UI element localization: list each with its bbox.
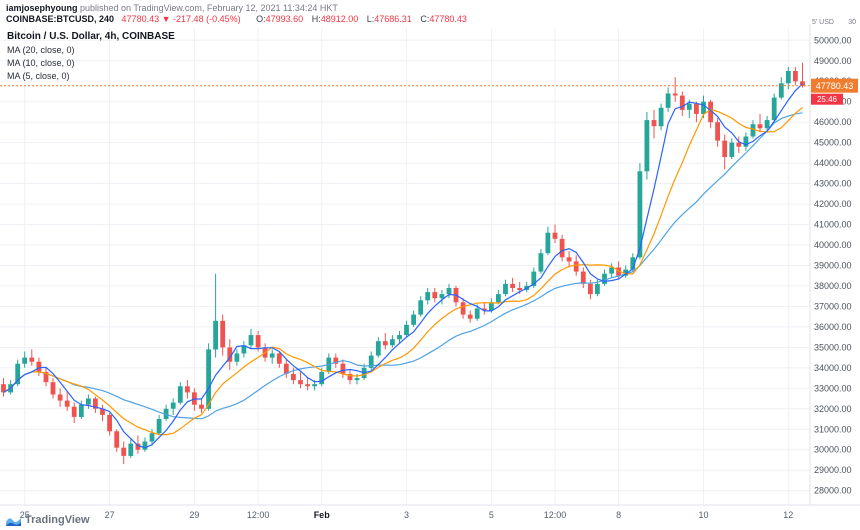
last-price-value: 47780.43 [121, 14, 160, 24]
price-badge [811, 78, 858, 93]
close-value: 47780.43 [429, 14, 467, 24]
legend-ma-20[interactable]: MA (20, close, 0) [7, 45, 75, 55]
chart-legend: Bitcoin / U.S. Dollar, 4h, COINBASE MA (… [7, 31, 175, 81]
close-label: C: [420, 14, 430, 24]
ma-10-line [3, 107, 803, 436]
svg-text:12:00: 12:00 [544, 510, 567, 520]
svg-text:39000.00: 39000.00 [814, 261, 852, 271]
scale-note-number: 30 [848, 19, 856, 26]
svg-text:12: 12 [783, 510, 793, 520]
svg-text:45000.00: 45000.00 [814, 138, 852, 148]
svg-text:12:00: 12:00 [247, 510, 270, 520]
countdown-value: 25:46 [817, 95, 838, 104]
price-axis[interactable]: 28000.00 29000.00 30000.00 31000.00 32000.00… [811, 35, 858, 496]
svg-text:38000.00: 38000.00 [814, 281, 852, 291]
svg-text:28000.00: 28000.00 [814, 486, 852, 496]
svg-text:41000.00: 41000.00 [814, 220, 852, 230]
svg-text:Feb: Feb [314, 510, 331, 520]
down-arrow-icon: ▼ [161, 14, 171, 24]
grid-lines [0, 28, 810, 505]
svg-text:29: 29 [189, 510, 199, 520]
svg-text:33000.00: 33000.00 [814, 383, 852, 393]
symbol-name: COINBASE:BTCUSD, 240 [6, 14, 115, 24]
svg-text:25: 25 [20, 510, 30, 520]
svg-text:32000.00: 32000.00 [814, 404, 852, 414]
scale-corner-note: 5' USD 30 [812, 19, 856, 26]
svg-text:40000.00: 40000.00 [814, 240, 852, 250]
price-change: -217.48 (-0.45%) [173, 14, 241, 24]
svg-text:10: 10 [698, 510, 708, 520]
svg-text:46000.00: 46000.00 [814, 117, 852, 127]
svg-text:42000.00: 42000.00 [814, 199, 852, 209]
legend-ma-10[interactable]: MA (10, close, 0) [7, 58, 75, 68]
svg-text:3: 3 [404, 510, 409, 520]
svg-text:50000.00: 50000.00 [814, 35, 852, 45]
countdown-badge [811, 93, 843, 105]
ma-20-line [3, 112, 803, 420]
ma-lines [3, 83, 803, 449]
open-label: O: [256, 14, 266, 24]
svg-text:49000.00: 49000.00 [814, 56, 852, 66]
time-axis[interactable]: 25 27 29 12:00 Feb 3 5 12:00 8 10 12 [20, 510, 794, 520]
high-value: 48912.00 [320, 14, 359, 24]
tradingview-logo-icon [6, 514, 21, 526]
svg-text:43000.00: 43000.00 [814, 179, 852, 189]
svg-text:36000.00: 36000.00 [814, 322, 852, 332]
price-badge-value: 47780.43 [816, 81, 854, 91]
attribution-line: iamjosephyoung published on TradingView.… [6, 3, 338, 13]
attribution-text: published on TradingView.com, February 1… [77, 3, 338, 13]
svg-text:31000.00: 31000.00 [814, 424, 852, 434]
candlesticks [1, 62, 805, 465]
scale-note-text: 5' USD [812, 19, 834, 26]
symbol-ohlc-line: COINBASE:BTCUSD, 240 47780.43 ▼ -217.48 … [6, 14, 467, 24]
low-label: L: [366, 14, 375, 24]
chart-title[interactable]: Bitcoin / U.S. Dollar, 4h, COINBASE [7, 31, 175, 42]
svg-text:30000.00: 30000.00 [814, 445, 852, 455]
high-label: H: [311, 14, 321, 24]
open-value: 47993.60 [265, 14, 304, 24]
legend-ma-5[interactable]: MA (5, close, 0) [7, 71, 70, 81]
low-value: 47686.31 [374, 14, 412, 24]
svg-text:37000.00: 37000.00 [814, 301, 852, 311]
author-name: iamjosephyoung [6, 3, 78, 13]
svg-text:34000.00: 34000.00 [814, 363, 852, 373]
tradingview-brand-text: TradingView [25, 514, 90, 526]
svg-text:5: 5 [489, 510, 494, 520]
tradingview-footer[interactable]: TradingView [6, 514, 90, 526]
svg-text:44000.00: 44000.00 [814, 158, 852, 168]
svg-text:27: 27 [105, 510, 115, 520]
svg-text:35000.00: 35000.00 [814, 342, 852, 352]
ma-5-line [3, 83, 803, 449]
svg-text:29000.00: 29000.00 [814, 465, 852, 475]
svg-text:8: 8 [616, 510, 621, 520]
